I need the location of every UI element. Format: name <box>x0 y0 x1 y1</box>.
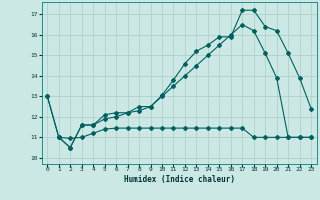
X-axis label: Humidex (Indice chaleur): Humidex (Indice chaleur) <box>124 175 235 184</box>
